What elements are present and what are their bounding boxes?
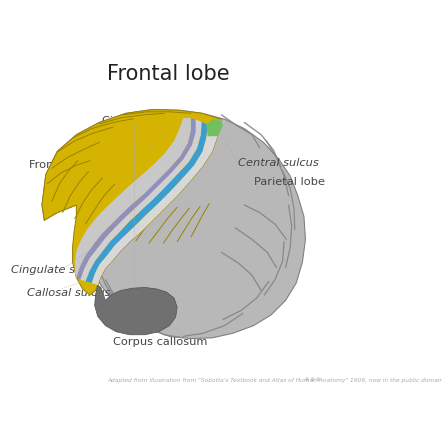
- Text: Adapted from illustration from "Sobotta's Textbook and Atlas of Human Anatomy" 1: Adapted from illustration from "Sobotta'…: [107, 378, 442, 383]
- Polygon shape: [75, 118, 191, 278]
- Text: Frontal lobe: Frontal lobe: [107, 64, 230, 84]
- Polygon shape: [91, 119, 221, 285]
- Text: Callosal sulcus: Callosal sulcus: [27, 288, 110, 298]
- Text: Parietal lobe: Parietal lobe: [254, 177, 324, 187]
- Polygon shape: [42, 110, 221, 295]
- Text: Cingulate sulcus: Cingulate sulcus: [11, 265, 104, 275]
- Text: ⊕ ⊕ ⊕: ⊕ ⊕ ⊕: [305, 377, 321, 381]
- Polygon shape: [206, 119, 223, 136]
- Text: Cingulate gyrus: Cingulate gyrus: [103, 116, 192, 126]
- Text: Frontal lobe: Frontal lobe: [29, 160, 96, 170]
- Polygon shape: [95, 285, 177, 335]
- Polygon shape: [42, 110, 305, 339]
- Text: Corpus callosum: Corpus callosum: [113, 337, 208, 347]
- Polygon shape: [80, 119, 202, 281]
- Polygon shape: [85, 122, 208, 283]
- Text: Central sulcus: Central sulcus: [238, 158, 319, 168]
- Polygon shape: [76, 118, 195, 280]
